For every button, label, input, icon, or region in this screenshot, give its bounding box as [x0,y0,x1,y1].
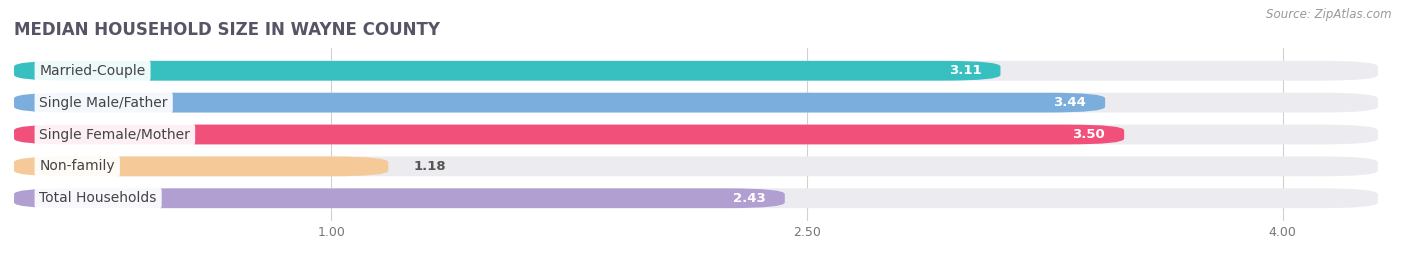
Text: 3.50: 3.50 [1073,128,1105,141]
Text: 1.18: 1.18 [413,160,446,173]
FancyBboxPatch shape [14,93,1105,112]
Text: Single Female/Mother: Single Female/Mother [39,128,190,141]
Text: 2.43: 2.43 [733,192,766,205]
FancyBboxPatch shape [14,61,1001,81]
FancyBboxPatch shape [14,125,1125,144]
FancyBboxPatch shape [14,93,1378,112]
Text: Total Households: Total Households [39,191,157,205]
FancyBboxPatch shape [14,157,1378,176]
Text: Non-family: Non-family [39,159,115,174]
Text: 3.11: 3.11 [949,64,981,77]
Text: Source: ZipAtlas.com: Source: ZipAtlas.com [1267,8,1392,21]
Text: MEDIAN HOUSEHOLD SIZE IN WAYNE COUNTY: MEDIAN HOUSEHOLD SIZE IN WAYNE COUNTY [14,20,440,38]
FancyBboxPatch shape [14,157,388,176]
Text: Married-Couple: Married-Couple [39,64,146,78]
FancyBboxPatch shape [14,61,1378,81]
FancyBboxPatch shape [14,188,1378,208]
Text: Single Male/Father: Single Male/Father [39,95,167,110]
FancyBboxPatch shape [14,125,1378,144]
FancyBboxPatch shape [14,188,785,208]
Text: 3.44: 3.44 [1053,96,1085,109]
